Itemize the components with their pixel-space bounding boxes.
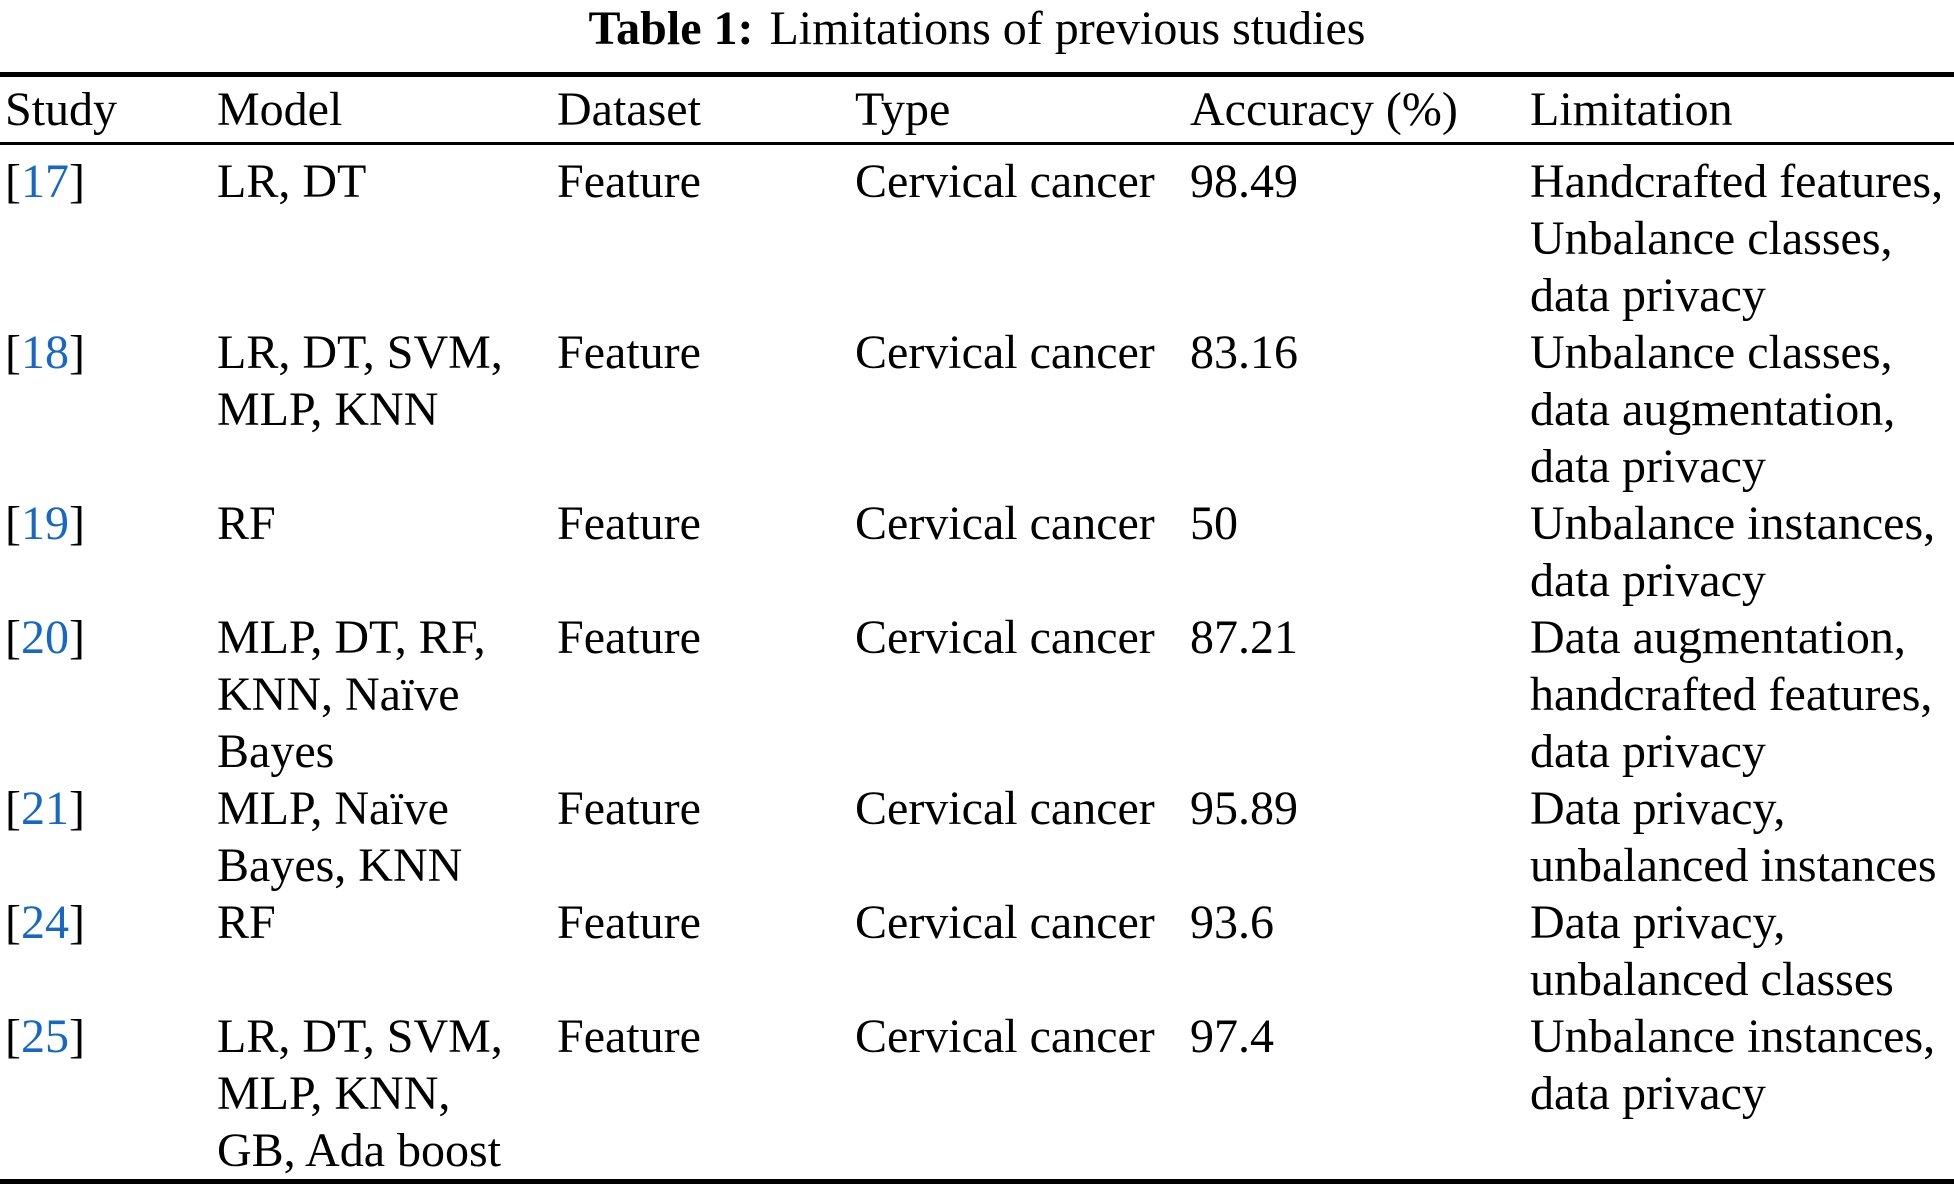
citation-number: 19 [20, 497, 69, 550]
limitation-cell: Unbalance instances, data privacy [1530, 497, 1936, 607]
study-cell: [24] [0, 894, 212, 1008]
accuracy-cell: 98.49 [1190, 155, 1298, 208]
study-cell: [18] [0, 324, 212, 495]
citation-number: 24 [20, 896, 69, 949]
citation-number: 17 [20, 155, 69, 208]
header-row: Study Model Dataset Type Accuracy (%) Li… [0, 74, 1954, 145]
dataset-cell: Feature [557, 326, 701, 379]
model-cell: LR, DT [217, 155, 367, 208]
limitations-table: Study Model Dataset Type Accuracy (%) Li… [0, 72, 1954, 1184]
citation-number: 25 [20, 1010, 69, 1063]
limitation-cell: Handcrafted features, Unbalance classes,… [1530, 155, 1944, 322]
table-row: [24] RF Feature Cervical cancer 93.6 Data pri… [0, 894, 1954, 1008]
limitation-cell: Data privacy, unbalanced instances [1530, 782, 1937, 892]
column-header-model: Model [212, 74, 552, 145]
table-caption-title: Limitations of previous studies [769, 2, 1366, 55]
citation-number: 18 [20, 326, 69, 379]
citation-link-20[interactable]: [20] [5, 611, 85, 664]
limitation-cell: Data augmentation, handcrafted features,… [1530, 611, 1933, 778]
citation-link-18[interactable]: [18] [5, 326, 85, 379]
study-cell: [17] [0, 144, 212, 325]
table-row: [21] MLP, Naïve Bayes, KNN Feature Cervical… [0, 780, 1954, 894]
citation-number: 21 [20, 782, 69, 835]
study-cell: [21] [0, 780, 212, 894]
model-cell: RF [217, 497, 276, 550]
table-row: [25] LR, DT, SVM, MLP, KNN, GB, Ada boost… [0, 1008, 1954, 1182]
dataset-cell: Feature [557, 896, 701, 949]
accuracy-cell: 83.16 [1190, 326, 1298, 379]
citation-link-17[interactable]: [17] [5, 155, 85, 208]
limitation-cell: Data privacy, unbalanced classes [1530, 896, 1894, 1006]
study-cell: [19] [0, 495, 212, 609]
accuracy-cell: 50 [1190, 497, 1238, 550]
type-cell: Cervical cancer [855, 611, 1155, 664]
column-header-study: Study [0, 74, 212, 145]
type-cell: Cervical cancer [855, 497, 1155, 550]
citation-number: 20 [20, 611, 69, 664]
table-row: [17] LR, DT Feature Cervical cancer 98.49 Han… [0, 144, 1954, 325]
table-row: [18] LR, DT, SVM, MLP, KNN Feature Cervical… [0, 324, 1954, 495]
table-body: [17] LR, DT Feature Cervical cancer 98.49 Han… [0, 144, 1954, 1182]
model-cell: LR, DT, SVM, MLP, KNN [217, 326, 503, 436]
citation-link-25[interactable]: [25] [5, 1010, 85, 1063]
type-cell: Cervical cancer [855, 155, 1155, 208]
citation-link-19[interactable]: [19] [5, 497, 85, 550]
column-header-limitation: Limitation [1525, 74, 1954, 145]
study-cell: [20] [0, 609, 212, 780]
accuracy-cell: 97.4 [1190, 1010, 1274, 1063]
table-row: [20] MLP, DT, RF, KNN, Naïve Bayes Feature… [0, 609, 1954, 780]
limitation-cell: Unbalance classes, data augmentation, da… [1530, 326, 1896, 493]
dataset-cell: Feature [557, 497, 701, 550]
accuracy-cell: 87.21 [1190, 611, 1298, 664]
study-cell: [25] [0, 1008, 212, 1182]
limitation-cell: Unbalance instances, data privacy [1530, 1010, 1936, 1120]
citation-link-21[interactable]: [21] [5, 782, 85, 835]
dataset-cell: Feature [557, 611, 701, 664]
table-row: [19] RF Feature Cervical cancer 50 Unbalance … [0, 495, 1954, 609]
accuracy-cell: 95.89 [1190, 782, 1298, 835]
dataset-cell: Feature [557, 1010, 701, 1063]
column-header-dataset: Dataset [552, 74, 850, 145]
citation-link-24[interactable]: [24] [5, 896, 85, 949]
model-cell: LR, DT, SVM, MLP, KNN, GB, Ada boost [217, 1010, 503, 1177]
model-cell: RF [217, 896, 276, 949]
table-header: Study Model Dataset Type Accuracy (%) Li… [0, 74, 1954, 145]
type-cell: Cervical cancer [855, 1010, 1155, 1063]
type-cell: Cervical cancer [855, 782, 1155, 835]
table-caption: Table 1: Limitations of previous studies [0, 0, 1954, 57]
dataset-cell: Feature [557, 782, 701, 835]
model-cell: MLP, DT, RF, KNN, Naïve Bayes [217, 611, 486, 778]
type-cell: Cervical cancer [855, 326, 1155, 379]
model-cell: MLP, Naïve Bayes, KNN [217, 782, 463, 892]
type-cell: Cervical cancer [855, 896, 1155, 949]
table-caption-label: Table 1: [588, 2, 754, 55]
dataset-cell: Feature [557, 155, 701, 208]
accuracy-cell: 93.6 [1190, 896, 1274, 949]
column-header-accuracy: Accuracy (%) [1185, 74, 1525, 145]
column-header-type: Type [850, 74, 1185, 145]
